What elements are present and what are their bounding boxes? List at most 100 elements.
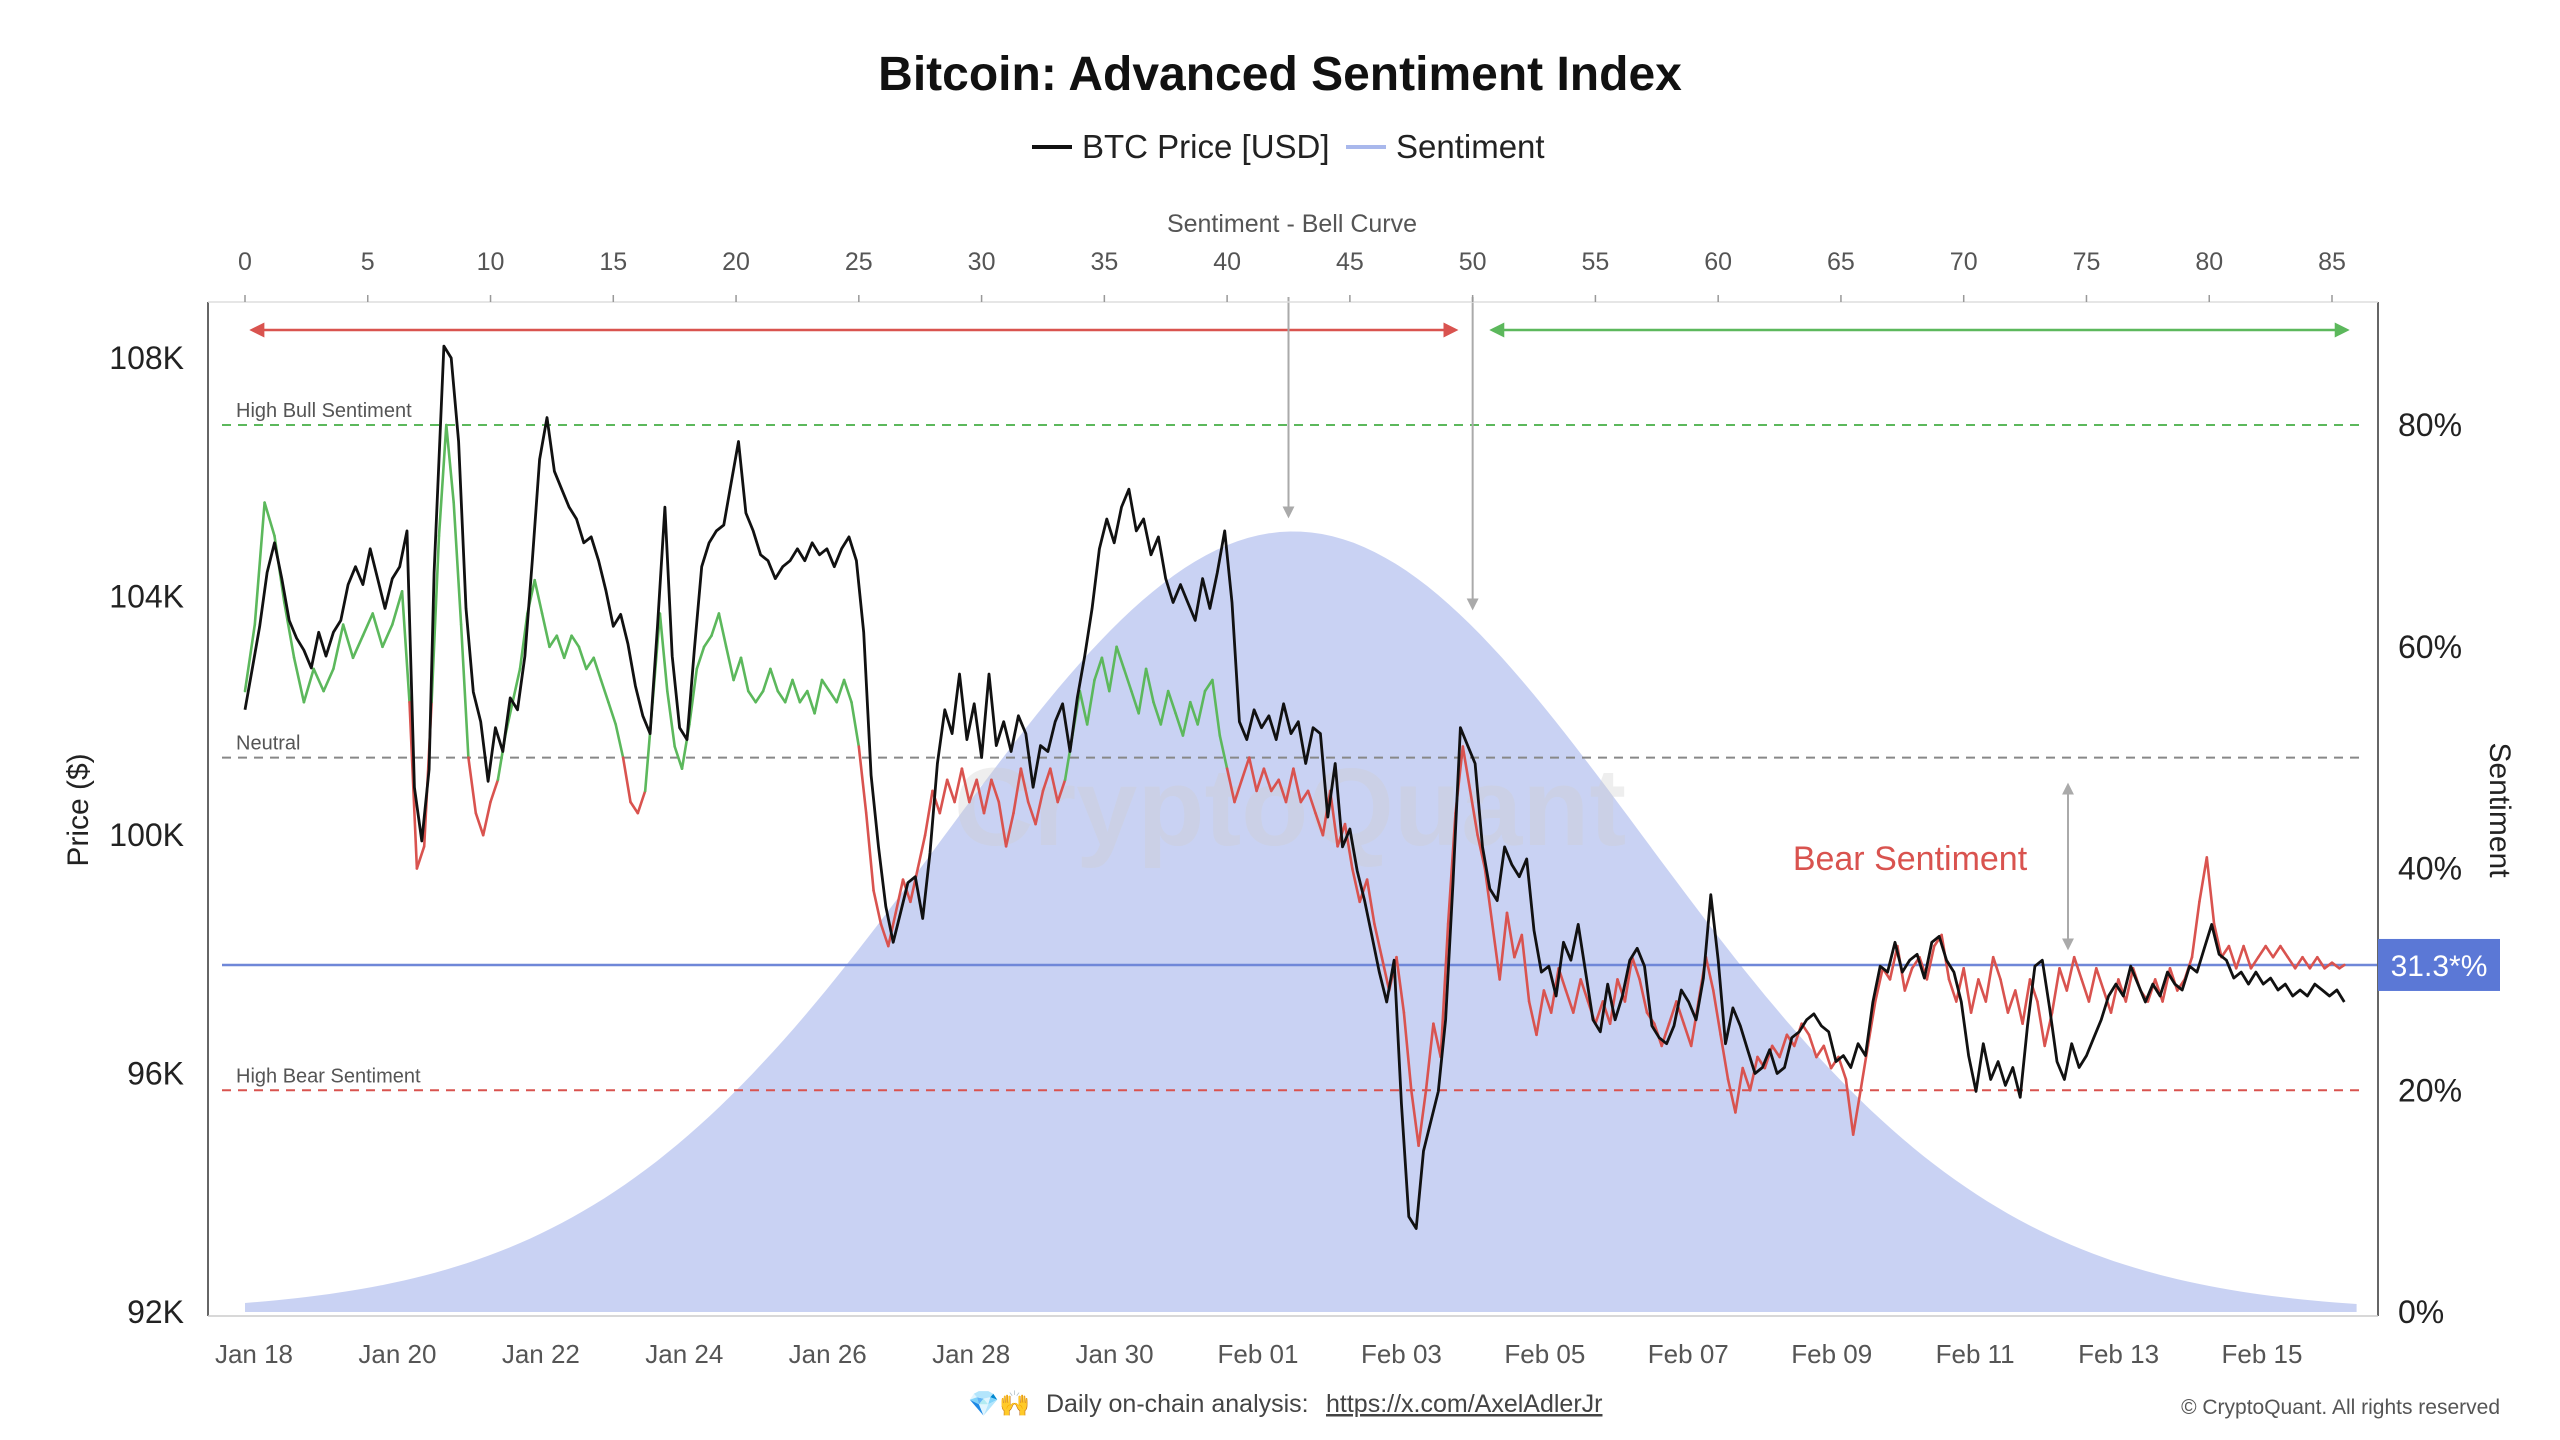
- sentiment-segment-194: [1712, 989, 1722, 1037]
- sentiment-segment-136: [1284, 767, 1295, 804]
- sentiment-segment-236: [2021, 978, 2032, 1026]
- sentiment-segment-65: [761, 667, 772, 693]
- y-right-tick-label-2: 40%: [2398, 851, 2462, 887]
- sentiment-segment-216: [1874, 966, 1884, 1003]
- sentiment-segment-144: [1343, 822, 1354, 870]
- sentiment-segment-76: [842, 678, 853, 704]
- sentiment-segment-7: [312, 667, 325, 693]
- sentiment-segment-246: [2095, 966, 2105, 992]
- sentiment-segment-119: [1159, 689, 1170, 726]
- sentiment-segment-120: [1166, 689, 1177, 715]
- sentiment-segment-156: [1432, 1022, 1442, 1059]
- sentiment-segment-16: [400, 589, 411, 704]
- sentiment-segment-135: [1277, 778, 1288, 804]
- sentiment-segment-249: [2117, 978, 2128, 1003]
- sentiment-segment-227: [1955, 966, 1965, 1003]
- sentiment-segment-263: [2220, 944, 2231, 959]
- sentiment-segment-82: [886, 911, 898, 948]
- top-axis-title: Sentiment - Bell Curve: [1167, 210, 1417, 238]
- top-tick-label-6: 30: [968, 248, 996, 276]
- sentiment-segment-98: [1004, 811, 1015, 848]
- sentiment-segment-148: [1373, 922, 1384, 959]
- sentiment-segment-91: [953, 767, 964, 804]
- sentiment-segment-254: [2153, 978, 2164, 1003]
- sentiment-segment-193: [1704, 955, 1715, 992]
- top-tick-label-1: 5: [361, 248, 375, 276]
- axes: [207, 301, 2379, 1317]
- footer-link[interactable]: https://x.com/AxelAdlerJr: [1326, 1390, 1602, 1418]
- sentiment-segment-8: [322, 667, 335, 693]
- sentiment-segment-278: [2330, 961, 2341, 970]
- sentiment-segment-63: [746, 689, 758, 704]
- sentiment-segment-85: [909, 867, 920, 904]
- bear-sentiment-annotation: Bear Sentiment: [1793, 840, 2028, 878]
- sentiment-segment-174: [1564, 989, 1575, 1014]
- y-axis-right-title: Sentiment: [2483, 742, 2516, 878]
- sentiment-segment-51: [658, 612, 669, 693]
- sentiment-segment-134: [1270, 778, 1280, 793]
- footer-emoji: 💎🙌: [968, 1390, 1030, 1418]
- sentiment-segment-101: [1026, 800, 1037, 826]
- bell-curve-path: [245, 531, 2357, 1312]
- sentiment-segment-164: [1491, 922, 1501, 981]
- reference-label-2: High Bear Sentiment: [236, 1065, 421, 1087]
- sentiment-segment-38: [562, 634, 573, 660]
- sentiment-segment-80: [872, 889, 883, 926]
- y-right-tick-label-4: 0%: [2398, 1294, 2444, 1330]
- y-left-tick-label-4: 92K: [127, 1294, 184, 1330]
- sentiment-segment-268: [2257, 944, 2267, 959]
- sentiment-segment-178: [1594, 1000, 1605, 1026]
- sentiment-segment-171: [1542, 989, 1553, 1014]
- sentiment-segment-113: [1115, 645, 1126, 671]
- y-left-tick-label-2: 100K: [109, 817, 184, 853]
- sentiment-segment-90: [945, 778, 956, 804]
- sentiment-segment-130: [1240, 756, 1251, 782]
- sentiment-segment-11: [351, 634, 365, 660]
- sentiment-segment-58: [710, 612, 721, 638]
- sentiment-segment-165: [1498, 911, 1509, 981]
- sentiment-segment-35: [540, 612, 551, 649]
- sentiment-segment-197: [1734, 1066, 1744, 1114]
- sentiment-segment-116: [1137, 667, 1148, 715]
- sentiment-segment-267: [2249, 955, 2260, 970]
- top-tick-label-11: 55: [1582, 248, 1610, 276]
- bell-curve-area: [245, 531, 2357, 1312]
- sentiment-segment-24: [459, 623, 470, 759]
- sentiment-segment-26: [474, 811, 485, 837]
- sentiment-segment-234: [2006, 989, 2017, 1014]
- btc-price-line-series: [243, 344, 2346, 1230]
- sentiment-segment-73: [820, 678, 831, 693]
- x-tick-label-12: Feb 11: [1936, 1339, 2015, 1369]
- sentiment-segment-183: [1630, 955, 1641, 981]
- sentiment-segment-108: [1078, 689, 1089, 726]
- sentiment-segment-77: [850, 700, 861, 748]
- sentiment-segment-230: [1977, 978, 1988, 1003]
- current-sentiment-badge: 31.3*%: [2378, 938, 2500, 991]
- sentiment-segment-269: [2264, 944, 2275, 959]
- sentiment-segment-87: [923, 789, 934, 837]
- y-right-tick-label-0: 80%: [2398, 407, 2462, 443]
- sentiment-segment-241: [2058, 966, 2069, 992]
- reference-lines: High Bull Sentiment Neutral High Bear Sent…: [222, 400, 2378, 1092]
- sentiment-segment-71: [805, 689, 816, 715]
- y-left-tick-label-0: 108K: [109, 340, 184, 376]
- x-tick-label-0: Jan 18: [215, 1339, 293, 1369]
- sentiment-segment-125: [1203, 678, 1214, 693]
- sentiment-segment-153: [1410, 1089, 1420, 1147]
- sentiment-segment-151: [1395, 955, 1406, 1014]
- sentiment-segment-209: [1822, 1044, 1833, 1070]
- sentiment-segment-137: [1292, 767, 1303, 804]
- sentiment-segment-266: [2242, 944, 2253, 970]
- sentiment-segment-129: [1233, 778, 1244, 804]
- sentiment-segment-198: [1741, 1066, 1752, 1092]
- y-left-tick-label-1: 104K: [109, 579, 184, 615]
- sentiment-segment-240: [2050, 966, 2061, 1014]
- sentiment-segment-245: [2087, 966, 2098, 1003]
- sentiment-segment-89: [938, 778, 949, 815]
- sentiment-segment-59: [717, 612, 728, 649]
- top-tick-label-9: 45: [1336, 248, 1364, 276]
- sentiment-segment-104: [1049, 767, 1059, 804]
- top-tick-label-8: 40: [1213, 248, 1241, 276]
- top-tick-label-13: 65: [1827, 248, 1855, 276]
